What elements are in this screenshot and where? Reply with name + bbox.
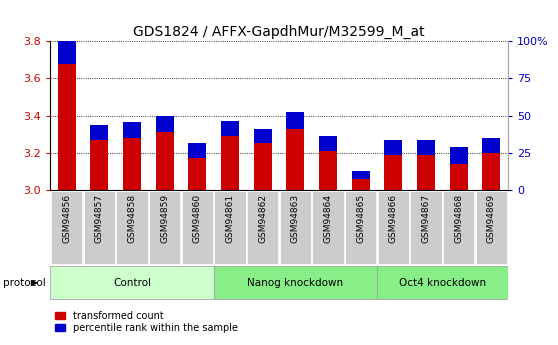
FancyBboxPatch shape: [214, 266, 377, 299]
Bar: [417, 155, 435, 190]
Bar: [450, 164, 468, 190]
FancyBboxPatch shape: [181, 191, 213, 264]
Bar: [156, 116, 174, 132]
FancyBboxPatch shape: [377, 266, 508, 299]
Text: GSM94856: GSM94856: [62, 194, 71, 243]
Bar: [156, 132, 174, 190]
Text: GSM94863: GSM94863: [291, 194, 300, 243]
FancyBboxPatch shape: [280, 191, 311, 264]
Bar: [384, 140, 402, 155]
Text: GSM94857: GSM94857: [95, 194, 104, 243]
FancyBboxPatch shape: [51, 191, 82, 264]
FancyBboxPatch shape: [214, 191, 246, 264]
Bar: [352, 179, 370, 190]
FancyBboxPatch shape: [84, 191, 115, 264]
Text: GSM94862: GSM94862: [258, 194, 267, 243]
Text: GSM94866: GSM94866: [389, 194, 398, 243]
Bar: [319, 136, 337, 151]
Text: GSM94867: GSM94867: [422, 194, 431, 243]
Bar: [483, 138, 501, 152]
Text: protocol: protocol: [3, 278, 46, 288]
Bar: [90, 125, 108, 140]
FancyBboxPatch shape: [149, 191, 180, 264]
Text: GSM94865: GSM94865: [356, 194, 365, 243]
Text: Control: Control: [113, 278, 151, 288]
Bar: [319, 151, 337, 190]
Bar: [90, 140, 108, 190]
Bar: [123, 138, 141, 190]
Text: GSM94868: GSM94868: [454, 194, 463, 243]
FancyBboxPatch shape: [378, 191, 409, 264]
Text: GSM94858: GSM94858: [127, 194, 136, 243]
Text: GSM94859: GSM94859: [160, 194, 169, 243]
FancyBboxPatch shape: [50, 266, 214, 299]
Bar: [384, 155, 402, 190]
FancyBboxPatch shape: [116, 191, 148, 264]
Legend: transformed count, percentile rank within the sample: transformed count, percentile rank withi…: [51, 307, 242, 337]
Bar: [221, 121, 239, 136]
Text: GSM94864: GSM94864: [324, 194, 333, 243]
FancyBboxPatch shape: [247, 191, 278, 264]
Text: Oct4 knockdown: Oct4 knockdown: [399, 278, 486, 288]
Bar: [352, 171, 370, 179]
Bar: [123, 121, 141, 138]
Bar: [221, 136, 239, 190]
FancyBboxPatch shape: [476, 191, 507, 264]
Text: GSM94861: GSM94861: [225, 194, 234, 243]
FancyBboxPatch shape: [345, 191, 377, 264]
Bar: [286, 129, 304, 190]
Bar: [417, 140, 435, 155]
Bar: [188, 158, 206, 190]
Bar: [286, 112, 304, 129]
Bar: [483, 152, 501, 190]
FancyBboxPatch shape: [312, 191, 344, 264]
Text: GSM94860: GSM94860: [193, 194, 202, 243]
Bar: [57, 34, 75, 64]
Bar: [254, 144, 272, 190]
Bar: [57, 63, 75, 190]
Bar: [254, 129, 272, 144]
FancyBboxPatch shape: [443, 191, 474, 264]
Title: GDS1824 / AFFX-GapdhMur/M32599_M_at: GDS1824 / AFFX-GapdhMur/M32599_M_at: [133, 25, 425, 39]
Text: GSM94869: GSM94869: [487, 194, 496, 243]
Text: Nanog knockdown: Nanog knockdown: [247, 278, 343, 288]
Bar: [188, 144, 206, 158]
FancyBboxPatch shape: [410, 191, 442, 264]
Bar: [450, 147, 468, 164]
